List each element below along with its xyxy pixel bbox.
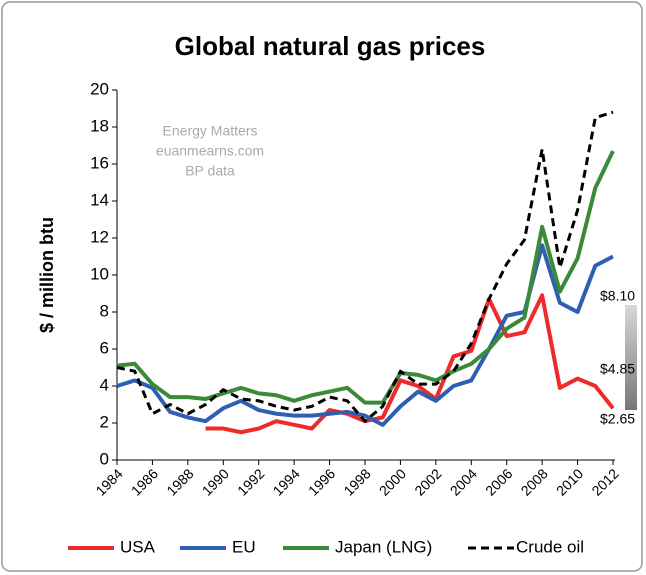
chart-title: Global natural gas prices [175, 31, 486, 61]
series-line [116, 150, 615, 405]
y-tick-label: 0 [100, 449, 109, 468]
watermark: Energy Matters [163, 123, 258, 139]
series-line [205, 293, 615, 435]
legend-label: Crude oil [516, 537, 584, 556]
y-tick-label: 4 [100, 375, 109, 394]
y-tick-label: 18 [90, 116, 109, 135]
annotation: $8.10 [600, 288, 635, 304]
y-tick-label: 2 [100, 412, 109, 431]
y-axis-label: $ / million btu [37, 217, 57, 333]
y-tick-label: 12 [90, 227, 109, 246]
legend-label: USA [120, 537, 156, 556]
y-tick-label: 16 [90, 153, 109, 172]
watermark: euanmearns.com [156, 143, 264, 159]
annotation: $4.85 [600, 361, 635, 377]
legend-label: Japan (LNG) [335, 537, 432, 556]
series-line [116, 110, 614, 423]
y-tick-label: 6 [100, 338, 109, 357]
annotation: $2.65 [600, 411, 635, 427]
y-tick-label: 8 [100, 301, 109, 320]
y-tick-label: 20 [90, 79, 109, 98]
y-tick-label: 10 [90, 264, 109, 283]
range-bar [625, 305, 637, 410]
y-tick-label: 14 [90, 190, 109, 209]
watermark: BP data [185, 163, 235, 179]
legend-label: EU [232, 537, 256, 556]
